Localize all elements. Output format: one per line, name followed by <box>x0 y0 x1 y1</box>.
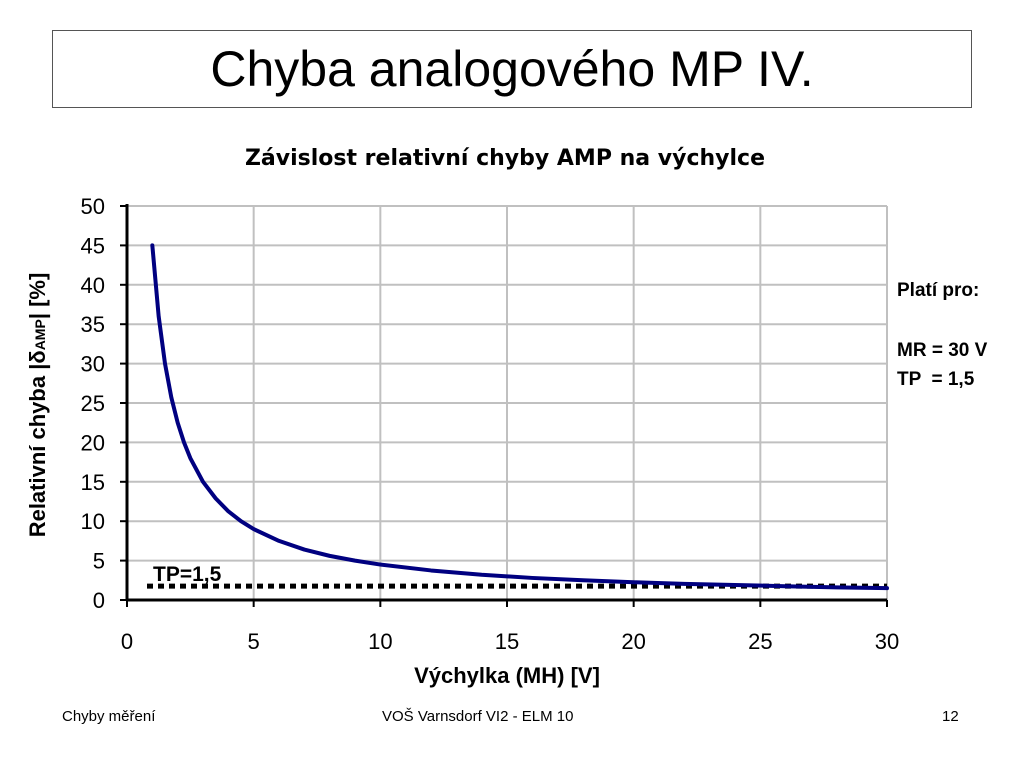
y-tick-label: 45 <box>81 233 105 258</box>
chart-title: Závislost relativní chyby AMP na výchylc… <box>244 146 765 171</box>
x-tick-label: 15 <box>495 629 519 654</box>
y-tick-label: 40 <box>81 273 105 298</box>
x-tick-label: 20 <box>621 629 645 654</box>
reference-line-label: TP=1,5 <box>153 563 222 586</box>
x-tick-label: 10 <box>368 629 392 654</box>
page-number: 12 <box>942 708 959 725</box>
x-tick-label: 5 <box>248 629 260 654</box>
x-tick-label: 30 <box>875 629 899 654</box>
x-tick-label: 25 <box>748 629 772 654</box>
reference-line-group: TP=1,5 <box>147 563 887 589</box>
y-tick-label: 30 <box>81 352 105 377</box>
y-axis-label-sub: AMP <box>32 319 48 351</box>
y-tick-label: 20 <box>81 430 105 455</box>
y-tick-label: 25 <box>81 391 105 416</box>
x-tick-label: 0 <box>121 629 133 654</box>
series-group <box>150 243 889 591</box>
slide-title: Chyba analogového MP IV. <box>210 41 814 97</box>
y-tick-label: 35 <box>81 312 105 337</box>
note-line-tp: TP = 1,5 <box>897 369 975 390</box>
y-tick-label: 0 <box>93 588 105 613</box>
footer-left: Chyby měření <box>62 708 156 725</box>
y-tick-label: 50 <box>81 194 105 219</box>
y-axis-label-main: Relativní chyba |δ <box>25 350 50 538</box>
y-tick-label: 15 <box>81 470 105 495</box>
y-tick-label: 5 <box>93 549 105 574</box>
note-heading: Platí pro: <box>897 280 980 301</box>
y-axis-label-end: | [%] <box>25 272 50 320</box>
series-line <box>150 243 889 591</box>
chart-grid <box>127 205 888 600</box>
footer-center: VOŠ Varnsdorf VI2 - ELM 10 <box>382 708 574 725</box>
x-axis-label: Výchylka (MH) [V] <box>414 663 600 688</box>
chart-ticks: 0 5 10 15 20 25 30 0 5 10 15 20 25 30 35 40 45 50 <box>81 194 900 654</box>
note-line-mr: MR = 30 V <box>897 340 988 361</box>
y-axis-label: Relativní chyba |δAMP| [%] <box>25 273 51 538</box>
slide-title-box: Chyba analogového MP IV. <box>52 30 972 108</box>
y-tick-label: 10 <box>81 509 105 534</box>
